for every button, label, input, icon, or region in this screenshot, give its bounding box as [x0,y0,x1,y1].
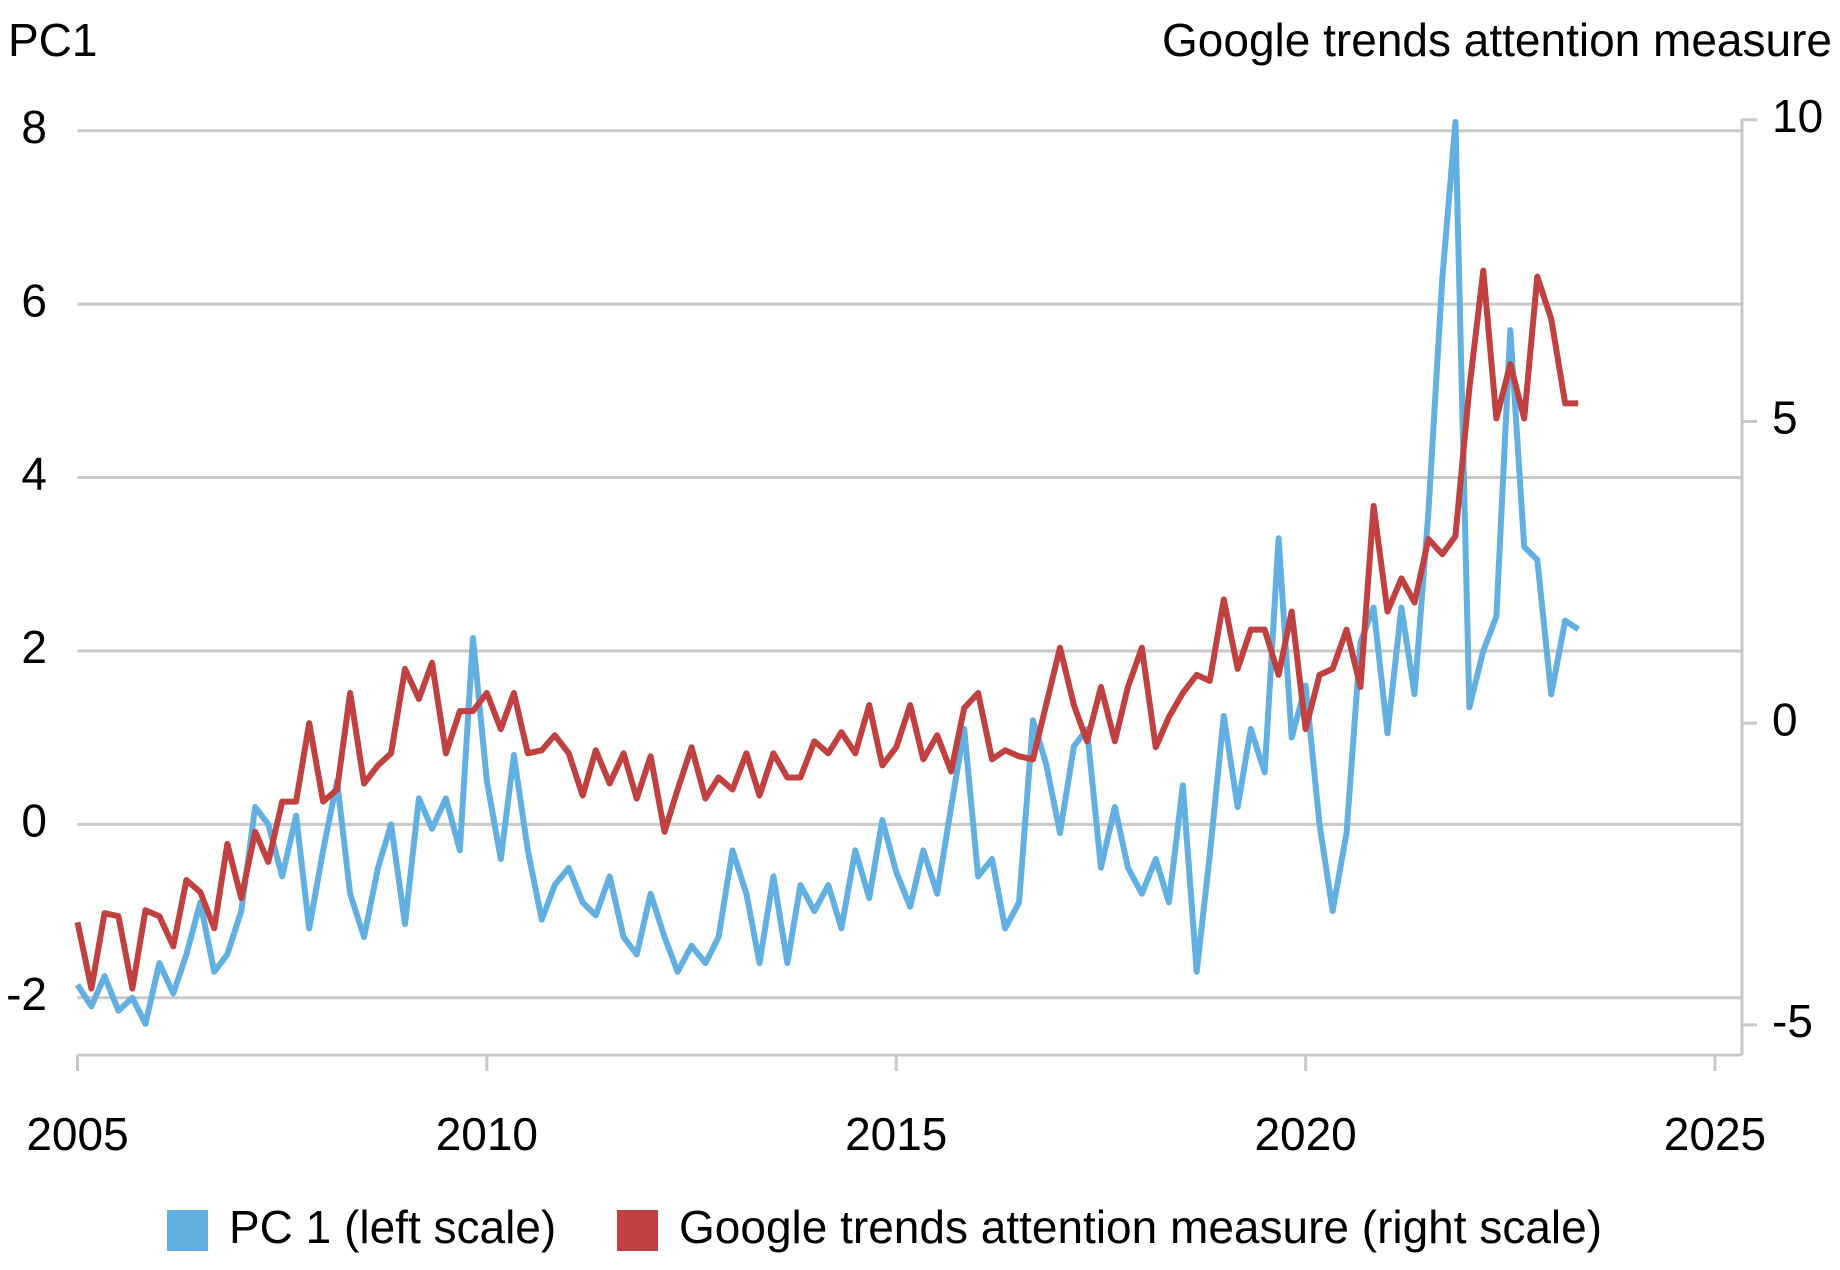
x-tick-label: 2010 [436,1108,538,1160]
series-line [74,267,1579,992]
y-tick-label: 6 [21,274,47,326]
y-tick-label: 2 [21,621,47,673]
y2-tick-label: -5 [1772,995,1813,1047]
y2-tick-label: 5 [1772,392,1798,444]
series-line [74,119,1580,1027]
legend-swatch [167,1210,208,1251]
legend-label: PC 1 (left scale) [229,1201,556,1253]
y2-tick-label: 10 [1772,90,1823,142]
y-axis-label: PC1 [8,14,97,66]
y-tick-label: 8 [21,101,47,153]
legend-swatch [617,1210,658,1251]
y2-tick-label: 0 [1772,693,1798,745]
x-tick-label: 2025 [1664,1108,1766,1160]
x-tick-label: 2015 [845,1108,947,1160]
legend-label: Google trends attention measure (right s… [679,1201,1602,1253]
y-tick-label: -2 [6,968,47,1020]
x-tick-label: 2005 [26,1108,128,1160]
y2-axis-label: Google trends attention measure [1162,14,1832,66]
x-tick-label: 2020 [1254,1108,1356,1160]
y-tick-label: 4 [21,448,47,500]
y-tick-label: 0 [21,795,47,847]
